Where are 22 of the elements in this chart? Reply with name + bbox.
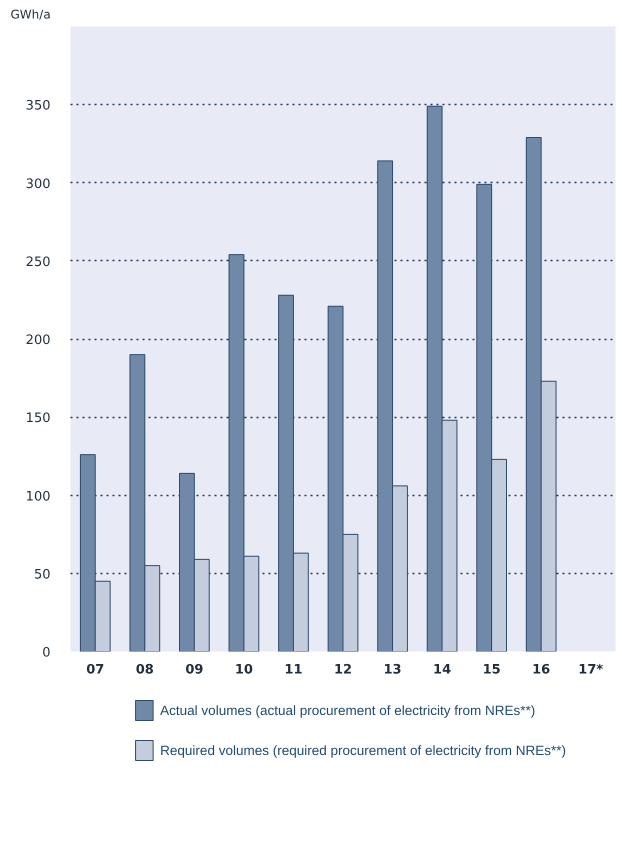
x-tick-label: 13: [384, 662, 402, 678]
y-tick-label: 150: [26, 411, 51, 426]
x-tick-label: 15: [482, 662, 501, 678]
y-tick-label: 50: [34, 567, 51, 582]
x-tick-label: 07: [86, 662, 104, 678]
y-tick-label: 100: [26, 489, 51, 504]
y-tick-label: 250: [26, 254, 51, 270]
x-tick-label: 10: [234, 662, 253, 678]
x-tick-label: 12: [334, 662, 352, 678]
y-tick-label: 300: [26, 176, 51, 192]
x-tick-label: 09: [185, 662, 204, 678]
legend-label: Required volumes (required procurement of electricity from NREs**): [160, 743, 566, 758]
x-tick-label: 14: [433, 662, 452, 678]
y-tick-label: 350: [26, 98, 51, 114]
x-tick-label: 17*: [578, 662, 604, 678]
x-tick-label: 16: [532, 662, 550, 678]
y-axis-title: GWh/a: [10, 8, 51, 22]
y-tick-label: 200: [26, 333, 51, 348]
x-tick-label: 11: [284, 662, 303, 678]
legend-label: Actual volumes (actual procurement of electricity from NREs**): [160, 703, 536, 718]
x-tick-label: 08: [136, 662, 154, 678]
y-tick-label: 0: [42, 646, 51, 660]
